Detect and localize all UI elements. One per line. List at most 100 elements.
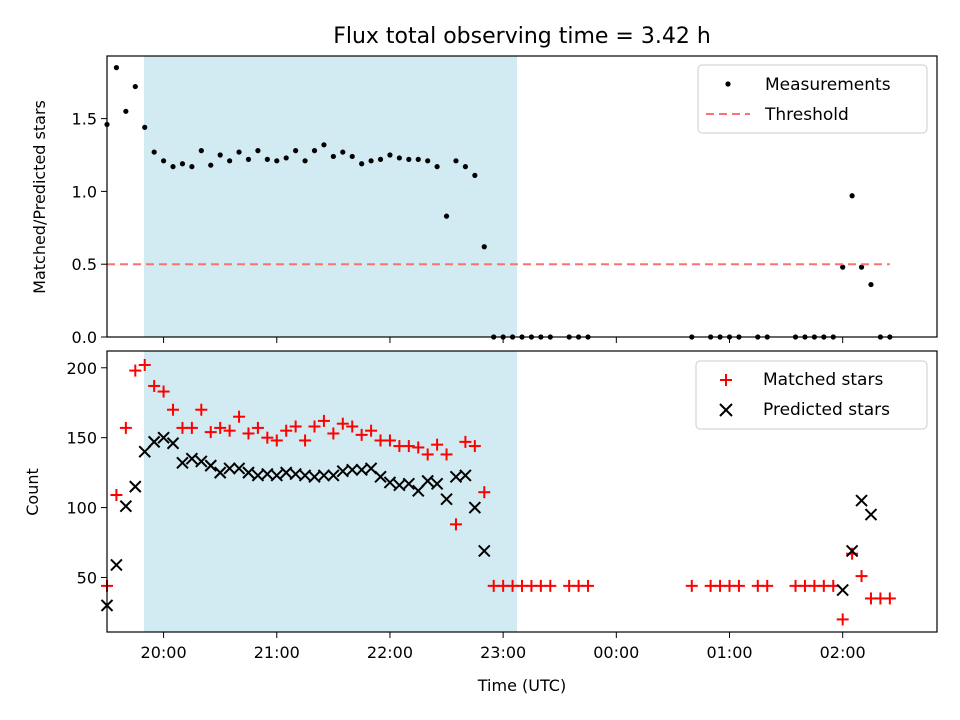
matched-stars-point (289, 420, 302, 433)
matched-stars-point (544, 579, 557, 592)
legend-matched-label: Matched stars (763, 370, 883, 390)
measurement-point (377, 156, 384, 162)
measurement-point (132, 83, 138, 90)
matched-stars-point (261, 431, 274, 444)
predicted-stars-point (119, 499, 133, 513)
matched-stars-point (327, 427, 340, 440)
measurement-point (293, 148, 299, 154)
predicted-stars-point (176, 456, 189, 470)
predicted-stars-point (232, 462, 246, 475)
matched-stars-point (336, 417, 349, 430)
bottom-y-ticks: 50 100 150 200 (66, 359, 107, 587)
measurement-point (840, 264, 846, 270)
y-tick-label: 150 (66, 429, 97, 448)
measurement-point (425, 158, 431, 164)
matched-stars-point (167, 403, 180, 416)
bottom-y-axis-label: Count (23, 468, 42, 516)
predicted-stars-point (204, 459, 217, 472)
matched-stars-point (402, 440, 415, 453)
legend-predicted-marker (719, 403, 733, 417)
measurement-point (151, 149, 157, 155)
matched-stars-point (308, 420, 321, 433)
matched-stars-point (685, 579, 698, 592)
matched-stars-point (836, 613, 849, 626)
matched-stars-point (270, 434, 283, 447)
matched-stars-point (148, 379, 161, 392)
top-y-axis-label: Matched/Predicted stars (30, 100, 49, 294)
x-tick-label: 22:00 (367, 643, 413, 662)
measurement-point (396, 155, 402, 161)
measurement-point (113, 65, 120, 71)
predicted-stars-point (836, 583, 849, 597)
bottom-plot-area (100, 358, 896, 626)
x-axis-label: Time (UTC) (477, 676, 566, 695)
measurement-point (443, 213, 450, 219)
matched-stars-point (242, 427, 255, 440)
predicted-stars-point (110, 558, 123, 572)
measurement-point (849, 193, 855, 199)
y-tick-label: 0.5 (72, 255, 97, 274)
top-legend-box (697, 64, 928, 134)
measurement-point (359, 161, 365, 167)
measurement-point (462, 164, 469, 170)
x-tick-label: 00:00 (593, 643, 639, 662)
measurement-point (340, 149, 346, 155)
matched-stars-point (204, 426, 217, 439)
predicted-stars-point (374, 470, 387, 484)
matched-stars-point (214, 421, 227, 434)
matched-stars-point (110, 488, 123, 501)
measurement-point (283, 155, 289, 161)
legend-predicted-label: Predicted stars (763, 400, 890, 420)
matched-stars-point (233, 410, 246, 423)
top-shaded-region (144, 56, 517, 337)
matched-stars-point (299, 434, 312, 447)
predicted-stars-point (242, 466, 255, 479)
matched-stars-point (119, 421, 132, 434)
x-tick-label: 02:00 (820, 643, 866, 662)
predicted-stars-point (157, 431, 170, 444)
measurement-point (868, 281, 874, 288)
predicted-stars-point (166, 437, 180, 450)
measurement-point (330, 153, 336, 160)
measurement-point (198, 148, 204, 154)
measurement-point (858, 264, 865, 270)
bottom-legend: Matched stars Predicted stars (695, 360, 928, 430)
matched-stars-point (478, 486, 491, 499)
legend-matched-marker (720, 374, 732, 386)
matched-stars-point (185, 421, 198, 434)
predicted-stars-point (845, 544, 859, 558)
y-tick-label: 50 (77, 568, 97, 587)
matched-stars-point (346, 420, 359, 433)
predicted-stars-point (346, 463, 359, 477)
x-tick-label: 21:00 (254, 643, 300, 662)
matched-stars-point (138, 358, 151, 371)
predicted-stars-point (421, 474, 434, 488)
measurement-point (227, 158, 233, 164)
measurement-point (142, 124, 148, 130)
measurement-point (123, 108, 129, 114)
matched-stars-point (449, 518, 462, 531)
measurement-point (217, 152, 223, 158)
chart-title: Flux total observing time = 3.42 h (333, 24, 711, 49)
predicted-stars-point (468, 501, 482, 514)
matched-stars-point (383, 434, 396, 447)
measurement-point (472, 172, 478, 178)
x-tick-label: 20:00 (141, 643, 187, 662)
predicted-stars-point (478, 544, 491, 558)
matched-stars-point (355, 428, 368, 441)
predicted-stars-point (223, 462, 236, 475)
measurement-point (160, 158, 167, 164)
legend-threshold-label: Threshold (764, 105, 849, 125)
predicted-stars-point (430, 477, 444, 491)
predicted-stars-point (147, 435, 161, 449)
top-y-ticks: 0.0 0.5 1.0 1.5 (72, 110, 107, 347)
predicted-stars-point (855, 494, 868, 507)
predicted-stars-point (440, 492, 453, 506)
matched-stars-point (412, 441, 425, 454)
predicted-stars-point (138, 445, 151, 458)
matched-stars-point (280, 424, 293, 437)
matched-stars-point (317, 414, 330, 427)
matched-stars-point (761, 579, 774, 592)
measurement-point (255, 148, 261, 154)
bottom-shaded-region (144, 351, 517, 632)
